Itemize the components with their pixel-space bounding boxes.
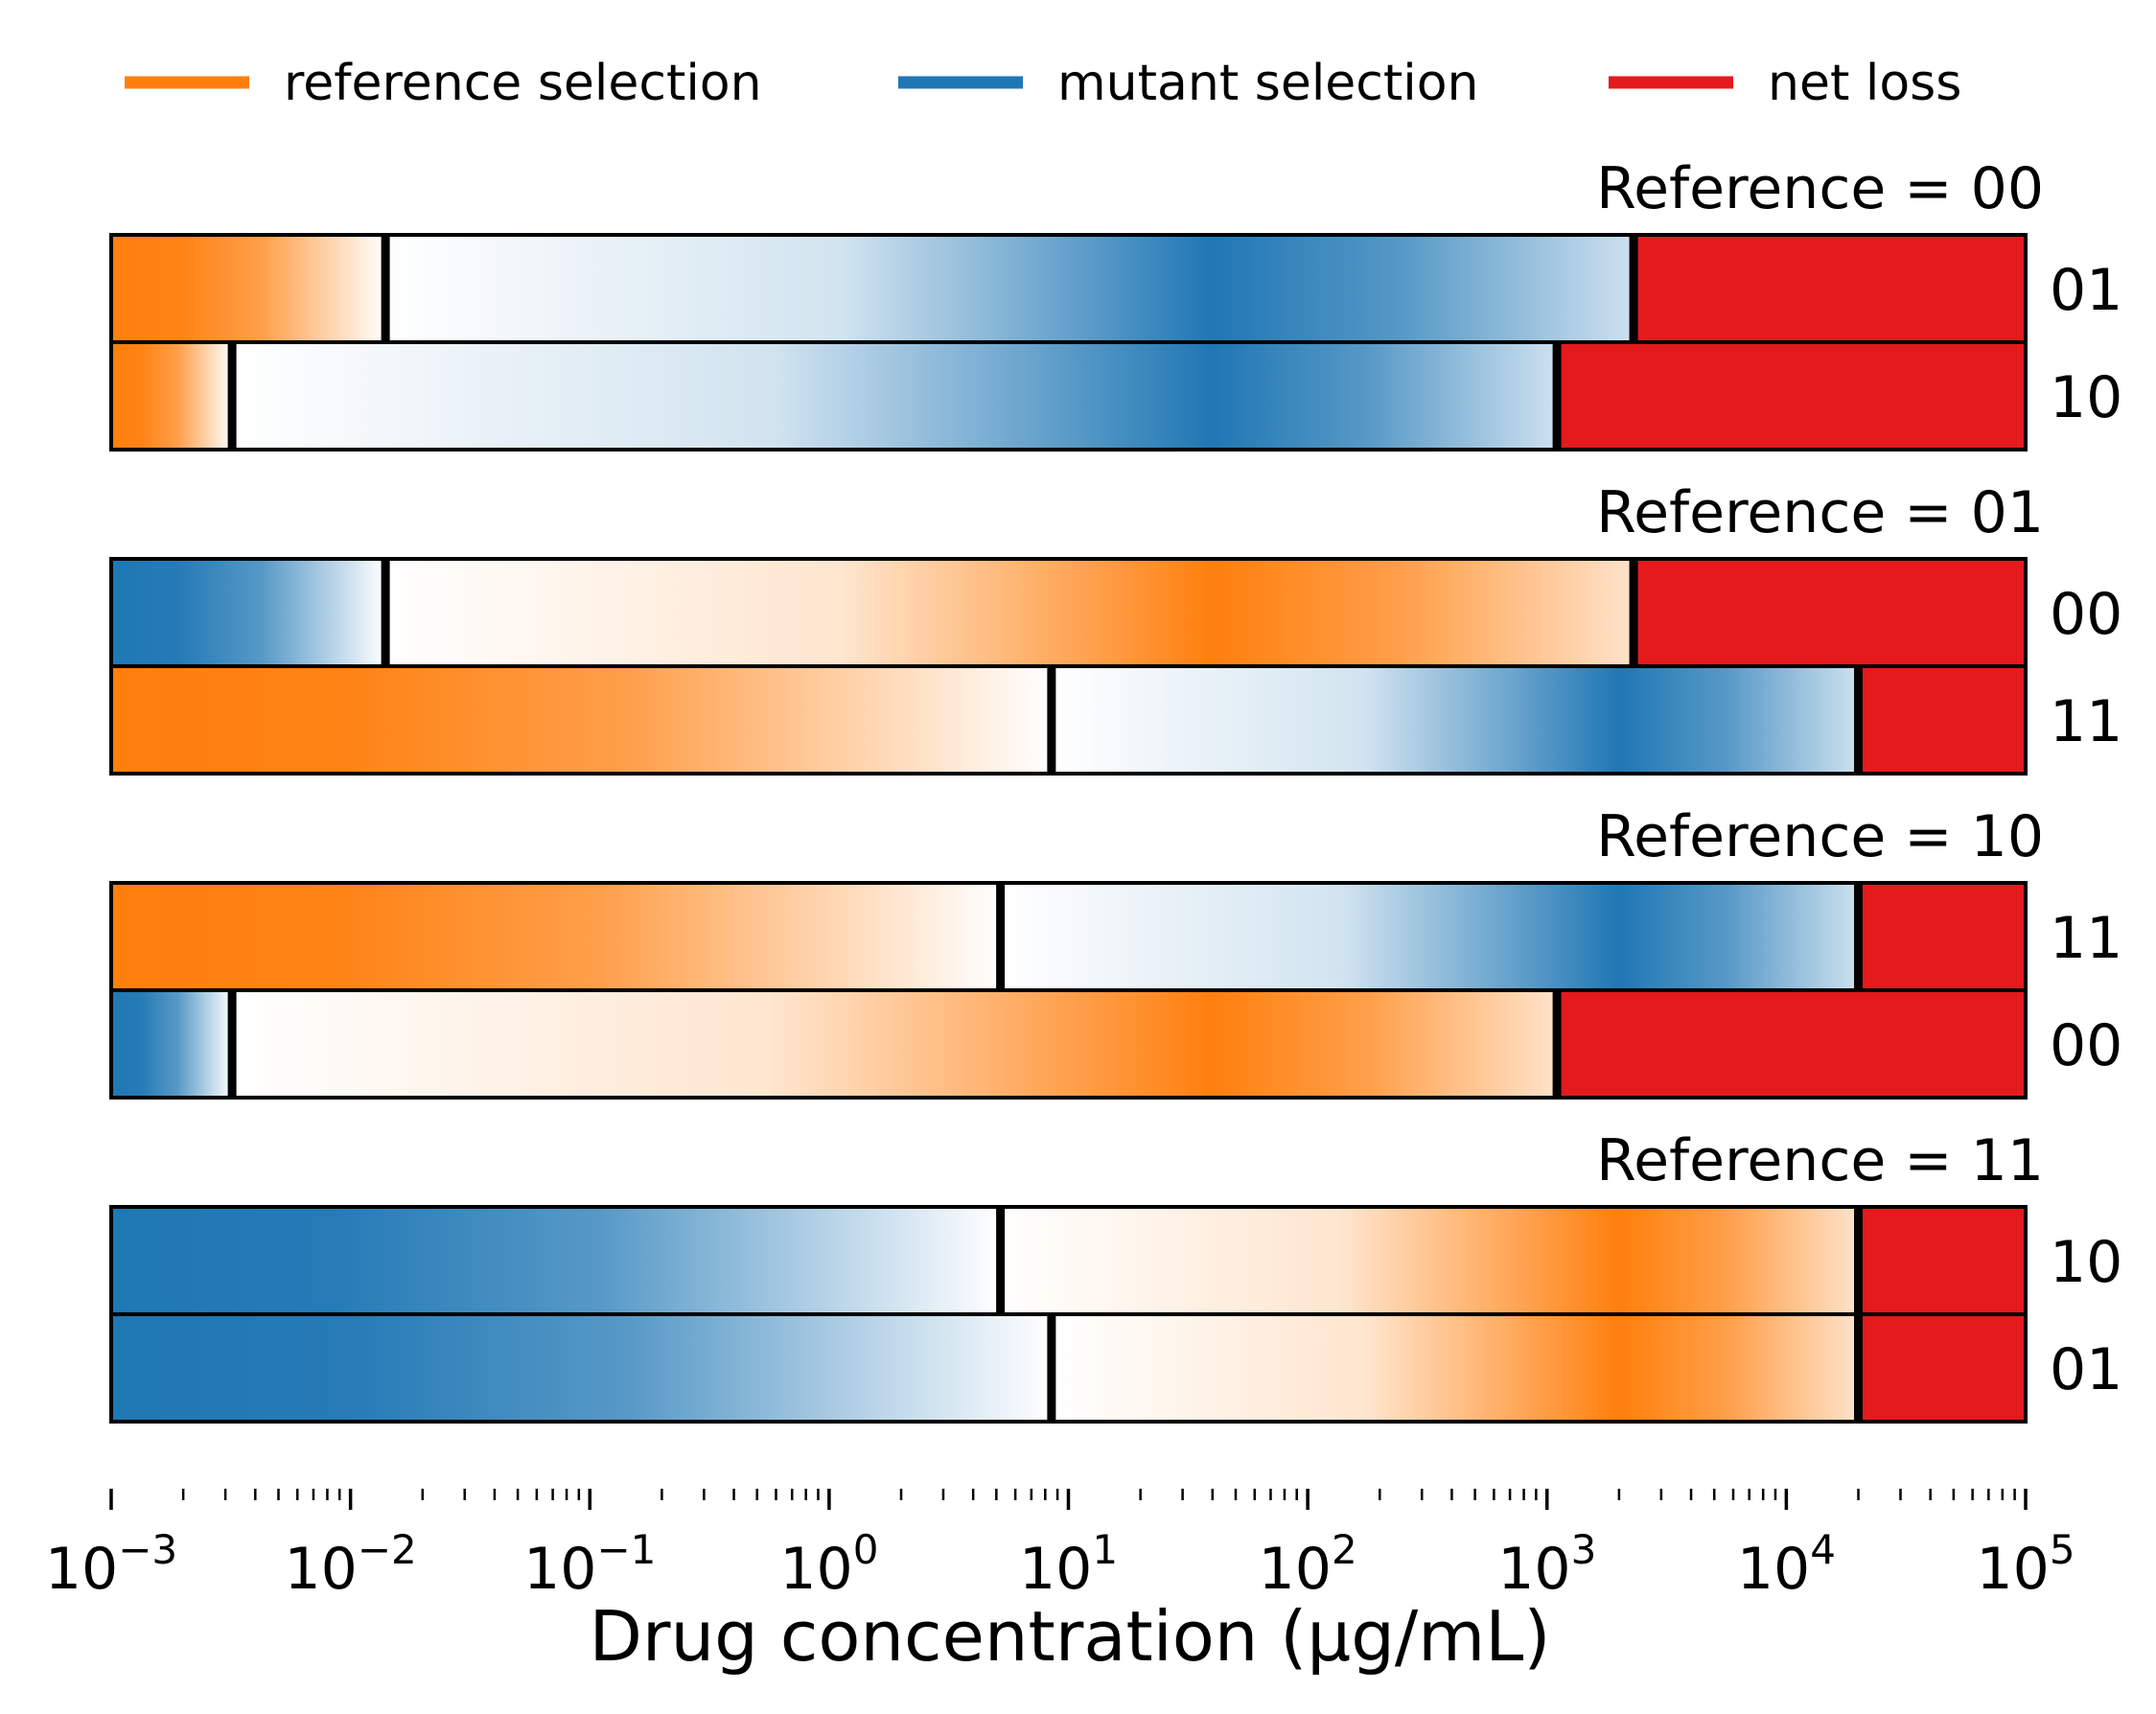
tick-exponent: 0 [853,1526,879,1573]
tick-base: 10 [1259,1536,1332,1603]
segment-net-loss-2-1-3 [1634,559,2026,666]
mutant-row-3-2: 00 [109,988,2122,1100]
row-label-1-2: 10 [2050,364,2122,431]
tick-base: 10 [1497,1536,1570,1603]
mutant-row-4-2: 01 [109,1312,2122,1424]
tick-base: 10 [284,1536,357,1603]
segment-reference-2-1-2 [385,559,1634,666]
segment-mutant-4-2-1 [111,1314,1052,1422]
row-label-2-2: 11 [2050,688,2122,755]
segment-mutant-2-2-2 [1051,666,1859,774]
x-tick-label: 102 [1259,1526,1357,1603]
legend-label-2: mutant selection [1057,55,1478,112]
segment-reference-4-1-2 [1000,1207,1859,1314]
tick-exponent: 3 [1571,1526,1597,1573]
x-tick-label: 10−3 [45,1526,177,1603]
segment-net-loss-1-2-3 [1557,342,2026,450]
segment-mutant-1-2-2 [232,342,1558,450]
tick-base: 10 [1976,1536,2049,1603]
mutant-row-1-1: 01 [109,233,2122,344]
segment-mutant-4-1-1 [111,1207,1001,1314]
segment-net-loss-2-2-3 [1858,666,2026,774]
mutant-row-2-2: 11 [109,664,2122,776]
tick-exponent: −1 [596,1526,656,1573]
x-axis: 10−3 10−2 10−1 100 101 102 103 104 105 [45,1489,2075,1603]
tick-base: 10 [1019,1536,1092,1603]
row-label-3-1: 11 [2050,905,2122,972]
tick-base: 10 [523,1536,596,1603]
segment-mutant-3-2-1 [111,990,233,1098]
row-label-4-1: 10 [2050,1229,2122,1296]
x-tick-label: 103 [1497,1526,1596,1603]
segment-mutant-2-1-1 [111,559,386,666]
row-frame [109,988,2028,1100]
tick-exponent: 2 [1332,1526,1357,1573]
segment-reference-3-1-1 [111,883,1001,990]
x-tick-label: 101 [1019,1526,1118,1603]
mutant-row-1-2: 10 [109,340,2122,452]
row-label-4-2: 01 [2050,1336,2122,1403]
segment-reference-3-2-2 [232,990,1558,1098]
group-title-1: Reference = 00 [1596,155,2044,222]
tick-base: 10 [45,1536,118,1603]
group-title-2: Reference = 01 [1596,479,2044,546]
mutant-row-2-1: 00 [109,557,2122,668]
tick-exponent: 4 [1810,1526,1836,1573]
tick-exponent: 5 [2050,1526,2075,1573]
x-tick-label: 10−2 [284,1526,416,1603]
segment-reference-1-1-1 [111,235,386,342]
segment-net-loss-3-2-3 [1557,990,2026,1098]
x-axis-label: Drug concentration (µg/mL) [589,1596,1550,1677]
legend: reference selection mutant selection net l… [125,55,1961,112]
tick-exponent: −3 [118,1526,177,1573]
segment-reference-1-2-1 [111,342,233,450]
row-label-3-2: 00 [2050,1012,2122,1079]
x-tick-label: 10−1 [523,1526,656,1603]
segment-reference-2-2-1 [111,666,1052,774]
tick-exponent: −2 [358,1526,417,1573]
x-tick-label: 100 [779,1526,878,1603]
legend-label-3: net loss [1768,55,1961,112]
segment-net-loss-1-1-3 [1634,235,2026,342]
mutant-row-3-1: 11 [109,881,2122,992]
segment-net-loss-4-1-3 [1858,1207,2026,1314]
tick-exponent: 1 [1092,1526,1118,1573]
row-frame [109,1312,2028,1424]
segment-mutant-3-1-2 [1000,883,1859,990]
row-frame [109,664,2028,776]
legend-label-1: reference selection [284,55,762,112]
x-tick-label: 104 [1737,1526,1836,1603]
segment-net-loss-3-1-3 [1858,883,2026,990]
segment-mutant-1-1-2 [385,235,1634,342]
segment-net-loss-4-2-3 [1858,1314,2026,1422]
x-tick-label: 105 [1976,1526,2075,1603]
tick-base: 10 [779,1536,852,1603]
row-label-2-1: 00 [2050,581,2122,648]
group-title-3: Reference = 10 [1596,803,2044,870]
mutant-row-4-1: 10 [109,1205,2122,1316]
row-label-1-1: 01 [2050,257,2122,324]
tick-base: 10 [1737,1536,1810,1603]
row-frame [109,340,2028,452]
segment-reference-4-2-2 [1051,1314,1859,1422]
group-title-4: Reference = 11 [1596,1127,2044,1194]
